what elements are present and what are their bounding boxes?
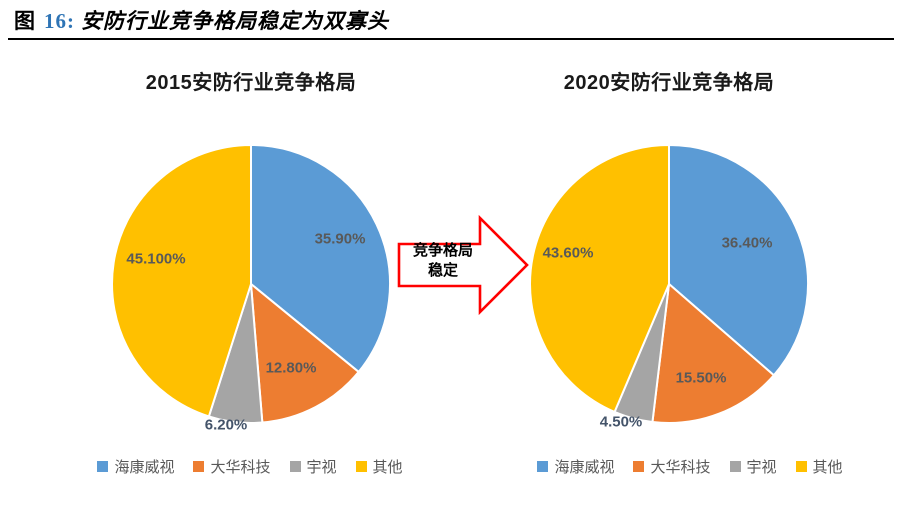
legend-label: 海康威视 <box>554 459 615 476</box>
chart-title-2015: 2015安防行业竞争格局 <box>145 72 357 94</box>
legend-item-hikvision: 海康威视 <box>97 456 174 477</box>
chart-title-2020: 2020安防行业竞争格局 <box>563 72 775 94</box>
header-divider <box>8 38 894 40</box>
legend-swatch-hikvision <box>537 461 549 472</box>
legend-swatch-dahua <box>193 461 205 472</box>
pie-1-slice-0 <box>668 144 809 377</box>
legend-swatch-dahua <box>633 461 645 472</box>
pie-data-label: 43.60% <box>542 244 594 262</box>
legend-swatch-uniview <box>289 461 301 472</box>
pie-0-slice-3 <box>111 144 252 418</box>
pie-0-slice-0 <box>250 144 391 373</box>
pie-data-label: 45.100% <box>126 250 186 268</box>
pie-1-slice-1 <box>651 283 775 424</box>
legend-swatch-others <box>795 461 807 472</box>
legend-label: 其他 <box>812 459 843 476</box>
pie-1-slice-3 <box>529 144 670 413</box>
legend-item-dahua: 大华科技 <box>193 456 271 477</box>
arrow-caption-line2: 稳定 <box>427 262 458 280</box>
figure-number: 16: <box>44 9 75 33</box>
pie-data-label: 36.40% <box>721 234 773 252</box>
legend-label: 大华科技 <box>210 459 271 476</box>
pie-chart-2020 <box>529 144 809 424</box>
pie-chart-2015 <box>111 144 391 424</box>
legend-2015: 海康威视 大华科技 宇视 其他 <box>40 456 460 477</box>
legend-item-hikvision: 海康威视 <box>537 456 614 477</box>
legend-swatch-hikvision <box>97 461 109 472</box>
arrow-caption: 竞争格局 稳定 <box>398 241 488 282</box>
pie-data-label: 15.50% <box>675 369 727 387</box>
arrow-shape <box>397 214 529 316</box>
legend-2020: 海康威视 大华科技 宇视 其他 <box>485 456 895 477</box>
pie-data-label: 35.90% <box>314 230 366 248</box>
figure-label: 图 <box>14 9 36 33</box>
legend-swatch-others <box>355 461 367 472</box>
right-arrow-icon <box>397 214 529 316</box>
figure-header: 图 16: 安防行业竞争格局稳定为双寡头 <box>14 5 389 35</box>
legend-item-uniview: 宇视 <box>729 456 777 477</box>
legend-label: 宇视 <box>306 459 337 476</box>
legend-item-uniview: 宇视 <box>289 456 337 477</box>
legend-item-others: 其他 <box>795 456 843 477</box>
pie-data-label: 4.50% <box>599 413 643 431</box>
legend-swatch-uniview <box>729 461 741 472</box>
legend-label: 大华科技 <box>650 459 711 476</box>
figure-title: 安防行业竞争格局稳定为双寡头 <box>81 9 389 33</box>
pie-data-label: 12.80% <box>265 359 317 377</box>
legend-label: 宇视 <box>746 459 777 476</box>
legend-label: 其他 <box>372 459 403 476</box>
legend-label: 海康威视 <box>114 459 175 476</box>
pie-data-label: 6.20% <box>204 416 248 434</box>
legend-item-dahua: 大华科技 <box>633 456 711 477</box>
arrow-caption-line1: 竞争格局 <box>412 242 473 259</box>
pie-0-slice-1 <box>250 283 360 424</box>
legend-item-others: 其他 <box>355 456 403 477</box>
